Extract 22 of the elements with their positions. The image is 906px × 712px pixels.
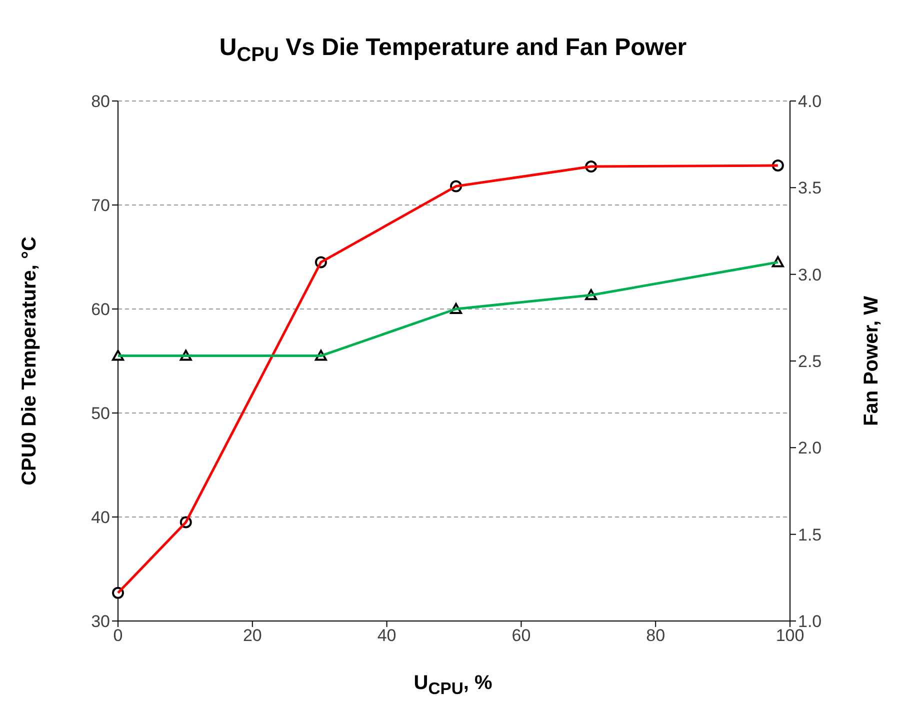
y2-tick-label: 1.5 [798, 525, 822, 544]
y-tick-label: 80 [91, 92, 110, 112]
y-tick-label: 70 [91, 196, 110, 216]
x-tick-label: 40 [377, 626, 396, 646]
y2-tick-label: 2.5 [798, 352, 822, 372]
x-tick-label: 0 [113, 626, 123, 646]
chart-title: U$_{CPU}$ Vs Die Temperature and Fan Power [218, 34, 688, 67]
y2-tick-label: 2.0 [798, 438, 822, 458]
x-tick-label: 80 [646, 626, 666, 646]
x-tick-label: 60 [512, 626, 531, 646]
x-tick-label: 20 [242, 626, 262, 646]
y2-tick-label: 3.5 [798, 178, 822, 198]
x-axis-title: U$_{CPU}$, % [412, 672, 494, 699]
y-tick-label: 50 [91, 404, 110, 424]
x-tick-label: 100 [776, 626, 804, 646]
y2-tick-label: 3.0 [798, 265, 822, 284]
y-tick-label: 40 [91, 508, 110, 528]
y-tick-label: 60 [91, 300, 110, 320]
y-axis-title: CPU0 Die Temperature, °C [18, 236, 42, 486]
y2-tick-label: 4.0 [798, 92, 822, 112]
y2-axis-title: Fan Power, W [860, 296, 884, 426]
y-tick-label: 30 [91, 612, 110, 632]
